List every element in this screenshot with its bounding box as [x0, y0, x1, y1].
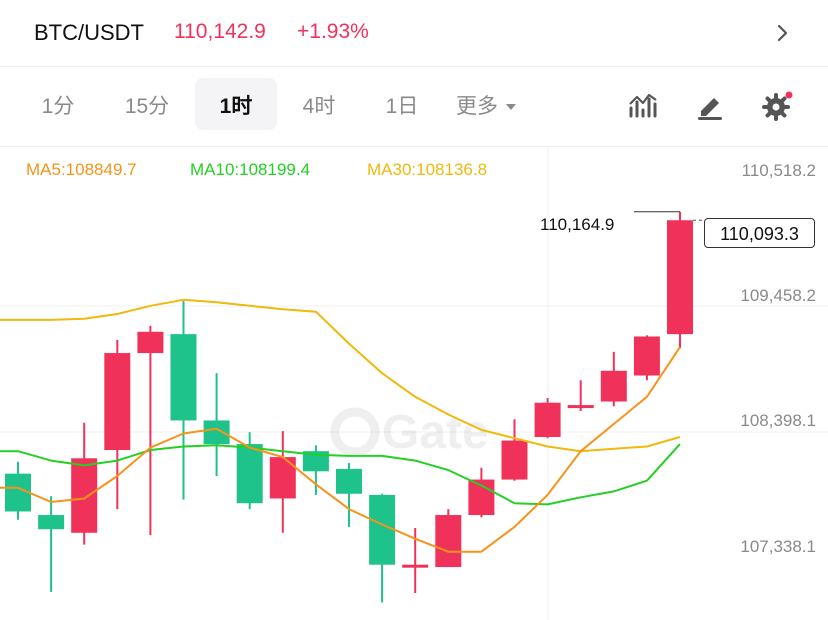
last-price: 110,142.9 — [174, 20, 266, 43]
tab-4h[interactable]: 4时 — [302, 95, 336, 118]
settings-icon[interactable] — [761, 90, 793, 122]
ma5-label: MA5:108849.7 — [26, 160, 137, 179]
candle-body — [402, 564, 429, 568]
candle-body — [104, 353, 131, 451]
tab-1m[interactable]: 1分 — [41, 95, 75, 118]
candle — [170, 301, 197, 500]
candle — [600, 351, 627, 407]
header: BTC/USDT 110,142.9 +1.93% — [0, 0, 828, 67]
active-tab-highlight — [195, 78, 277, 130]
chevron-right-icon[interactable] — [770, 21, 794, 45]
y-tick-label: 110,518.2 — [741, 161, 816, 180]
candle — [336, 463, 362, 527]
ma30-label: MA30:108136.8 — [367, 160, 488, 179]
candle — [567, 380, 594, 411]
svg-text:Gate: Gate — [382, 406, 489, 459]
ma30-line — [0, 298, 681, 453]
tab-1h[interactable]: 1时 — [219, 95, 253, 118]
more-label: 更多 — [456, 95, 498, 118]
candle — [104, 340, 131, 510]
current-price-box: 110,093.3 — [704, 218, 815, 248]
candle — [71, 422, 98, 545]
caret-down-icon — [505, 104, 516, 111]
candle — [302, 445, 329, 495]
candle-body — [203, 420, 230, 445]
ma10-label: MA10:108199.4 — [190, 160, 311, 179]
candle-body — [501, 440, 528, 480]
ma-lines-layer — [0, 298, 681, 553]
price-markers — [634, 211, 704, 221]
ma5-line — [0, 346, 681, 553]
candle-body — [302, 451, 329, 472]
watermark-logo: Gate — [330, 406, 489, 459]
candle — [534, 397, 561, 439]
tab-1d[interactable]: 1日 — [385, 95, 419, 118]
ma10-line — [0, 443, 681, 506]
timeframe-tabs: 1分 15分 1时 4时 1日 更多 — [0, 66, 828, 147]
candle — [633, 335, 660, 381]
candle — [501, 419, 528, 481]
candle — [435, 509, 462, 568]
candle-body — [567, 405, 594, 409]
candle-body — [170, 334, 197, 421]
candle — [667, 211, 693, 349]
y-tick-label: 107,338.1 — [740, 537, 816, 556]
price-change: +1.93% — [297, 20, 369, 43]
candle-body — [336, 468, 362, 494]
candles-layer — [5, 211, 693, 603]
y-tick-label: 108,398.1 — [740, 411, 816, 430]
candle — [38, 496, 65, 592]
candle — [468, 467, 495, 518]
candle-body — [369, 494, 396, 565]
candle — [369, 493, 396, 603]
more-menu[interactable]: 更多 — [456, 92, 518, 122]
candle-body — [71, 458, 98, 533]
indicator-icon[interactable] — [627, 90, 659, 122]
candle-body — [137, 331, 164, 354]
candle — [236, 432, 263, 510]
candle — [137, 325, 164, 536]
tab-15m[interactable]: 15分 — [124, 95, 170, 118]
candle — [203, 373, 230, 477]
candle-body — [38, 515, 65, 530]
y-tick-label: 109,458.2 — [740, 286, 816, 305]
pair-title[interactable]: BTC/USDT — [34, 20, 144, 45]
notification-dot — [785, 91, 793, 99]
candle-body — [667, 220, 693, 335]
candle-body — [600, 370, 627, 402]
candle-body — [236, 444, 263, 504]
candle-body — [435, 515, 462, 568]
candle — [269, 431, 296, 533]
high-price-label: 110,164.9 — [540, 215, 615, 234]
draw-icon[interactable] — [694, 90, 726, 122]
candle-body — [633, 336, 660, 376]
candle-body — [534, 402, 561, 437]
